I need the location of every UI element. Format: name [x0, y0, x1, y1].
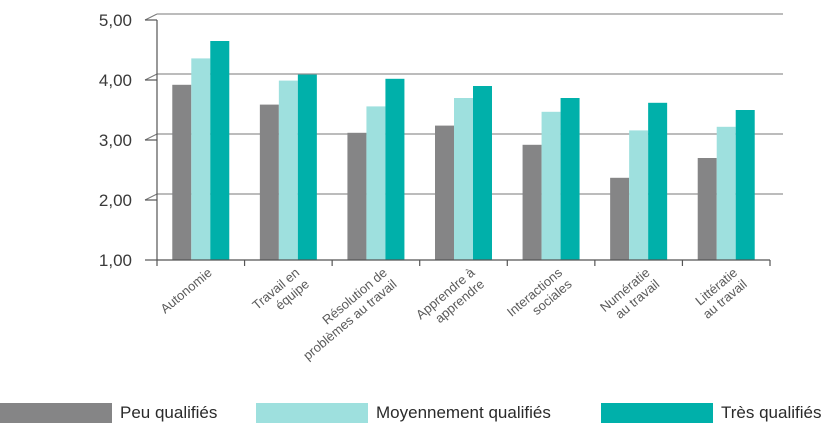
gridline-slant [144, 73, 158, 81]
bar-2-0 [210, 41, 230, 260]
legend-item-tres: Très qualifiés [601, 403, 821, 423]
bar-1-6 [716, 126, 736, 260]
bar-1-5 [629, 130, 649, 260]
bar-2-2 [385, 78, 405, 260]
y-tick-label: 3,00 [99, 131, 132, 150]
category-label: Résolution deproblèmes au travail [291, 265, 400, 363]
legend-label: Moyennement qualifiés [376, 403, 551, 422]
legend-item-moyen: Moyennement qualifiés [256, 403, 551, 423]
gridline-slant [144, 133, 158, 141]
category-label: Autonomie [157, 265, 214, 316]
bar-2-5 [648, 102, 668, 260]
bar-1-1 [278, 80, 298, 260]
category-label: Numératieau travail [597, 265, 662, 327]
bar-0-4 [522, 144, 542, 260]
bar-1-4 [541, 111, 561, 260]
bar-0-5 [610, 177, 630, 260]
gridline-slant [144, 193, 158, 201]
category-label: Littératieau travail [690, 265, 750, 322]
legend-label: Peu qualifiés [120, 403, 218, 422]
category-label: Travail enéquipe [249, 265, 312, 324]
bar-2-6 [735, 110, 755, 260]
bar-0-0 [172, 84, 192, 260]
category-label: Apprendre àapprendre [413, 264, 488, 333]
bar-2-4 [560, 98, 580, 260]
y-tick-label: 1,00 [99, 251, 132, 270]
bar-0-6 [697, 158, 717, 260]
bars [172, 41, 755, 261]
y-tick-labels: 1,00 2,00 3,00 4,00 5,00 [99, 11, 132, 270]
bar-1-0 [191, 58, 211, 261]
legend: Peu qualifiés Moyennement qualifiés Très… [0, 403, 836, 427]
category-label-line: Autonomie [157, 265, 214, 316]
axes [145, 19, 771, 266]
bar-2-3 [473, 86, 492, 260]
bar-2-1 [297, 74, 317, 260]
category-label: Interactionssociales [504, 264, 575, 330]
legend-label: Très qualifiés [721, 403, 822, 422]
bar-chart: 1,00 2,00 3,00 4,00 5,00 Autonomie Travail en… [99, 11, 783, 363]
y-tick-label: 5,00 [99, 11, 132, 30]
bar-0-2 [347, 132, 367, 260]
gridline-slant [144, 13, 158, 21]
bar-1-2 [366, 106, 386, 261]
legend-swatch [601, 403, 713, 423]
bar-0-3 [435, 125, 454, 260]
bar-1-3 [454, 98, 473, 260]
legend-swatch [256, 403, 368, 423]
legend-swatch [0, 403, 112, 423]
x-category-labels: Autonomie Travail enéquipe Résolution depr… [157, 264, 749, 363]
y-tick-label: 2,00 [99, 191, 132, 210]
y-tick-label: 4,00 [99, 71, 132, 90]
bar-0-1 [259, 104, 279, 260]
legend-item-peu: Peu qualifiés [0, 403, 217, 423]
